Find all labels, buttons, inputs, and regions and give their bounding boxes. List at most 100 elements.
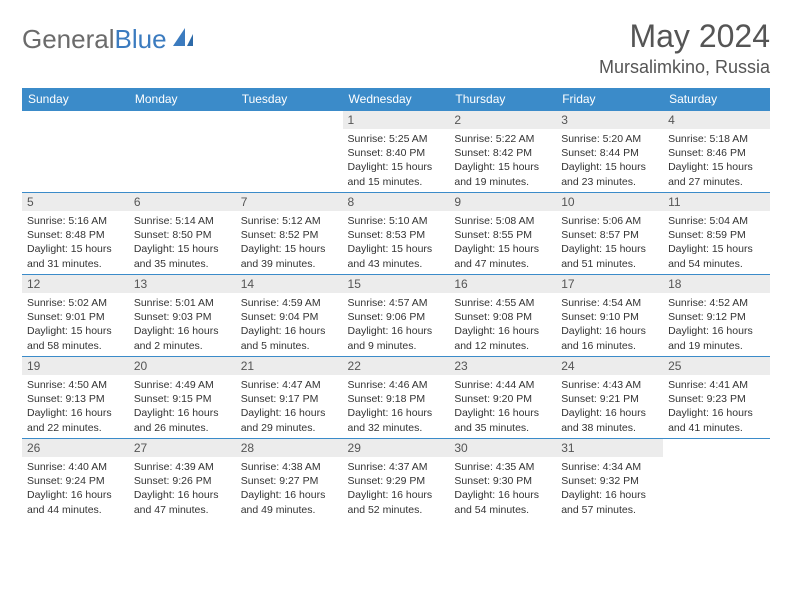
day-number: 28 [236, 439, 343, 457]
calendar-cell: 23Sunrise: 4:44 AMSunset: 9:20 PMDayligh… [449, 357, 556, 439]
calendar-cell: 17Sunrise: 4:54 AMSunset: 9:10 PMDayligh… [556, 275, 663, 357]
weekday-header: Sunday [22, 88, 129, 111]
calendar-cell: 19Sunrise: 4:50 AMSunset: 9:13 PMDayligh… [22, 357, 129, 439]
day-number: 7 [236, 193, 343, 211]
day-details: Sunrise: 5:16 AMSunset: 8:48 PMDaylight:… [22, 211, 129, 274]
day-number: 15 [343, 275, 450, 293]
sail-icon [171, 26, 197, 53]
day-number: 24 [556, 357, 663, 375]
calendar-cell: 30Sunrise: 4:35 AMSunset: 9:30 PMDayligh… [449, 439, 556, 521]
calendar-row: 1Sunrise: 5:25 AMSunset: 8:40 PMDaylight… [22, 111, 770, 193]
day-details: Sunrise: 4:57 AMSunset: 9:06 PMDaylight:… [343, 293, 450, 356]
calendar-row: 5Sunrise: 5:16 AMSunset: 8:48 PMDaylight… [22, 193, 770, 275]
day-number: 30 [449, 439, 556, 457]
day-number: 8 [343, 193, 450, 211]
calendar-cell: 2Sunrise: 5:22 AMSunset: 8:42 PMDaylight… [449, 111, 556, 193]
day-details: Sunrise: 4:39 AMSunset: 9:26 PMDaylight:… [129, 457, 236, 520]
title-block: May 2024 Mursalimkino, Russia [599, 18, 770, 78]
day-number: 9 [449, 193, 556, 211]
day-details: Sunrise: 5:22 AMSunset: 8:42 PMDaylight:… [449, 129, 556, 192]
calendar-cell: 11Sunrise: 5:04 AMSunset: 8:59 PMDayligh… [663, 193, 770, 275]
calendar-row: 19Sunrise: 4:50 AMSunset: 9:13 PMDayligh… [22, 357, 770, 439]
calendar-cell: 4Sunrise: 5:18 AMSunset: 8:46 PMDaylight… [663, 111, 770, 193]
day-number: 2 [449, 111, 556, 129]
day-details: Sunrise: 4:43 AMSunset: 9:21 PMDaylight:… [556, 375, 663, 438]
weekday-header: Tuesday [236, 88, 343, 111]
calendar-cell: 5Sunrise: 5:16 AMSunset: 8:48 PMDaylight… [22, 193, 129, 275]
day-details: Sunrise: 4:47 AMSunset: 9:17 PMDaylight:… [236, 375, 343, 438]
day-number: 27 [129, 439, 236, 457]
day-number: 20 [129, 357, 236, 375]
day-details: Sunrise: 4:34 AMSunset: 9:32 PMDaylight:… [556, 457, 663, 520]
calendar-cell: 1Sunrise: 5:25 AMSunset: 8:40 PMDaylight… [343, 111, 450, 193]
calendar-cell [22, 111, 129, 193]
day-details: Sunrise: 4:44 AMSunset: 9:20 PMDaylight:… [449, 375, 556, 438]
day-number: 31 [556, 439, 663, 457]
day-number: 25 [663, 357, 770, 375]
calendar-cell: 16Sunrise: 4:55 AMSunset: 9:08 PMDayligh… [449, 275, 556, 357]
calendar-cell: 13Sunrise: 5:01 AMSunset: 9:03 PMDayligh… [129, 275, 236, 357]
calendar-cell: 9Sunrise: 5:08 AMSunset: 8:55 PMDaylight… [449, 193, 556, 275]
day-details: Sunrise: 5:14 AMSunset: 8:50 PMDaylight:… [129, 211, 236, 274]
logo: GeneralBlue [22, 24, 197, 55]
day-details: Sunrise: 5:08 AMSunset: 8:55 PMDaylight:… [449, 211, 556, 274]
calendar-cell: 12Sunrise: 5:02 AMSunset: 9:01 PMDayligh… [22, 275, 129, 357]
day-number: 4 [663, 111, 770, 129]
day-details: Sunrise: 4:52 AMSunset: 9:12 PMDaylight:… [663, 293, 770, 356]
day-details: Sunrise: 4:46 AMSunset: 9:18 PMDaylight:… [343, 375, 450, 438]
day-details: Sunrise: 4:54 AMSunset: 9:10 PMDaylight:… [556, 293, 663, 356]
day-details: Sunrise: 5:01 AMSunset: 9:03 PMDaylight:… [129, 293, 236, 356]
weekday-header: Monday [129, 88, 236, 111]
calendar-row: 12Sunrise: 5:02 AMSunset: 9:01 PMDayligh… [22, 275, 770, 357]
calendar-cell: 10Sunrise: 5:06 AMSunset: 8:57 PMDayligh… [556, 193, 663, 275]
day-details: Sunrise: 5:18 AMSunset: 8:46 PMDaylight:… [663, 129, 770, 192]
calendar-cell: 7Sunrise: 5:12 AMSunset: 8:52 PMDaylight… [236, 193, 343, 275]
calendar-cell: 20Sunrise: 4:49 AMSunset: 9:15 PMDayligh… [129, 357, 236, 439]
day-number: 23 [449, 357, 556, 375]
calendar-cell: 31Sunrise: 4:34 AMSunset: 9:32 PMDayligh… [556, 439, 663, 521]
day-number: 19 [22, 357, 129, 375]
logo-text-gray: General [22, 24, 115, 55]
day-number: 21 [236, 357, 343, 375]
calendar-cell: 26Sunrise: 4:40 AMSunset: 9:24 PMDayligh… [22, 439, 129, 521]
location-text: Mursalimkino, Russia [599, 57, 770, 78]
day-number: 17 [556, 275, 663, 293]
day-details: Sunrise: 4:35 AMSunset: 9:30 PMDaylight:… [449, 457, 556, 520]
day-number: 10 [556, 193, 663, 211]
calendar-cell: 25Sunrise: 4:41 AMSunset: 9:23 PMDayligh… [663, 357, 770, 439]
day-details: Sunrise: 5:02 AMSunset: 9:01 PMDaylight:… [22, 293, 129, 356]
day-number: 13 [129, 275, 236, 293]
weekday-header: Wednesday [343, 88, 450, 111]
day-number: 11 [663, 193, 770, 211]
calendar-cell [663, 439, 770, 521]
calendar-cell [129, 111, 236, 193]
calendar-cell: 27Sunrise: 4:39 AMSunset: 9:26 PMDayligh… [129, 439, 236, 521]
day-details: Sunrise: 5:12 AMSunset: 8:52 PMDaylight:… [236, 211, 343, 274]
day-number: 1 [343, 111, 450, 129]
day-number: 22 [343, 357, 450, 375]
weekday-header: Saturday [663, 88, 770, 111]
day-details: Sunrise: 4:37 AMSunset: 9:29 PMDaylight:… [343, 457, 450, 520]
calendar-cell: 8Sunrise: 5:10 AMSunset: 8:53 PMDaylight… [343, 193, 450, 275]
day-number: 26 [22, 439, 129, 457]
day-details: Sunrise: 4:38 AMSunset: 9:27 PMDaylight:… [236, 457, 343, 520]
weekday-header: Friday [556, 88, 663, 111]
calendar-cell: 29Sunrise: 4:37 AMSunset: 9:29 PMDayligh… [343, 439, 450, 521]
calendar-cell: 21Sunrise: 4:47 AMSunset: 9:17 PMDayligh… [236, 357, 343, 439]
calendar-cell: 15Sunrise: 4:57 AMSunset: 9:06 PMDayligh… [343, 275, 450, 357]
calendar-cell: 6Sunrise: 5:14 AMSunset: 8:50 PMDaylight… [129, 193, 236, 275]
logo-text-blue: Blue [115, 24, 167, 55]
day-number: 3 [556, 111, 663, 129]
calendar-cell: 3Sunrise: 5:20 AMSunset: 8:44 PMDaylight… [556, 111, 663, 193]
calendar-table: Sunday Monday Tuesday Wednesday Thursday… [22, 88, 770, 521]
day-details: Sunrise: 4:41 AMSunset: 9:23 PMDaylight:… [663, 375, 770, 438]
calendar-cell: 18Sunrise: 4:52 AMSunset: 9:12 PMDayligh… [663, 275, 770, 357]
calendar-row: 26Sunrise: 4:40 AMSunset: 9:24 PMDayligh… [22, 439, 770, 521]
weekday-header: Thursday [449, 88, 556, 111]
day-number: 5 [22, 193, 129, 211]
day-number: 18 [663, 275, 770, 293]
calendar-cell [236, 111, 343, 193]
day-details: Sunrise: 5:10 AMSunset: 8:53 PMDaylight:… [343, 211, 450, 274]
calendar-cell: 14Sunrise: 4:59 AMSunset: 9:04 PMDayligh… [236, 275, 343, 357]
calendar-cell: 22Sunrise: 4:46 AMSunset: 9:18 PMDayligh… [343, 357, 450, 439]
